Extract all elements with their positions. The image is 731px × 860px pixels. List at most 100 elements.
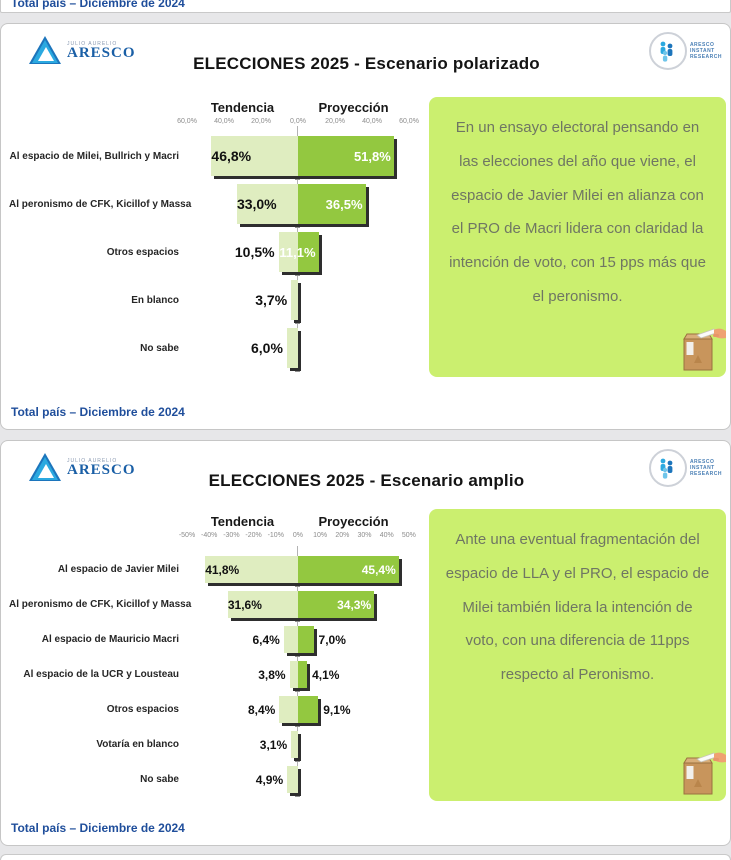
- bar-row: Votaría en blanco 3,1%: [9, 727, 413, 762]
- proyeccion-header: Proyección: [318, 100, 389, 115]
- aresco-logo: JULIO AURELIO ARESCO: [27, 34, 136, 66]
- bar-row: No sabe 6,0%: [9, 324, 413, 372]
- proyeccion-zone: 9,1%: [298, 696, 409, 723]
- diverging-bar-chart: Tendencia Proyección -50% -40% -30% -20%…: [9, 514, 416, 797]
- badge-text: ARESCO INSTANT RESEARCH: [690, 459, 722, 477]
- tendencia-bar: [211, 136, 298, 176]
- tendencia-value: 8,4%: [248, 702, 276, 717]
- proyeccion-zone: 11,1%: [279, 232, 409, 272]
- category-label: Al espacio de Mauricio Macri: [41, 634, 179, 645]
- category-label: Al espacio de la UCR y Lousteau: [23, 669, 179, 680]
- chart-title: ELECCIONES 2025 - Escenario polarizado: [193, 54, 540, 73]
- tendencia-bar: [236, 184, 298, 224]
- chart-rows: Al espacio de Javier Milei 41,8% 45,4% A…: [9, 546, 413, 797]
- proyeccion-bar: 45,4%: [298, 556, 399, 583]
- tendencia-zone: 3,8%: [187, 661, 298, 688]
- axis-tick-row: -50% -40% -30% -20% -10% 0% 10% 20% 30% …: [178, 532, 416, 539]
- tendencia-zone: 6,0%: [187, 328, 298, 368]
- tendencia-bar: [291, 731, 298, 758]
- badge-text: ARESCO INSTANT RESEARCH: [690, 42, 722, 60]
- category-label: No sabe: [140, 774, 179, 785]
- tendencia-zone: 41,8%: [187, 556, 298, 583]
- series-headers: Tendencia Proyección: [187, 514, 409, 532]
- axis-tick-row: 60,0% 40,0% 20,0% 0,0% 20,0% 40,0% 60,0%: [177, 118, 419, 125]
- badge-line: INSTANT: [689, 48, 715, 54]
- aresco-triangle-icon: [29, 36, 61, 64]
- commentary-box: Ante una eventual fragmentación del espa…: [429, 509, 726, 801]
- tendencia-value: 3,8%: [258, 667, 286, 682]
- tendencia-value: 33,0%: [236, 196, 277, 212]
- proyeccion-zone: 4,1%: [298, 661, 409, 688]
- commentary-box: En un ensayo electoral pensando en las e…: [429, 97, 726, 377]
- badge-line: ARESCO: [689, 42, 715, 48]
- proyeccion-value: 11,1%: [279, 244, 316, 260]
- proyeccion-zone: 45,4%: [298, 556, 409, 583]
- category-label: Al espacio de Milei, Bullrich y Macri: [9, 150, 180, 162]
- category-label: Otros espacios: [106, 246, 179, 258]
- footer-note: Total país – Diciembre de 2024: [11, 405, 185, 419]
- category-label: No sabe: [140, 342, 179, 354]
- category-label: Otros espacios: [106, 704, 179, 715]
- category-label: Al peronismo de CFK, Kicillof y Massa: [9, 198, 192, 210]
- proyeccion-bar: 36,5%: [298, 184, 366, 224]
- proyeccion-bar: 11,1%: [279, 232, 319, 272]
- badge-line: INSTANT: [689, 465, 715, 471]
- tendencia-zone: 3,1%: [187, 731, 298, 758]
- next-panel-edge: [0, 854, 731, 860]
- category-label: Votaría en blanco: [96, 739, 179, 750]
- proyeccion-value: 51,8%: [353, 148, 391, 164]
- proyeccion-value: 4,1%: [312, 667, 340, 682]
- bar-row: Otros espacios 8,4% 9,1%: [9, 692, 413, 727]
- tendencia-bar: [205, 556, 298, 583]
- tendencia-bar: [289, 661, 298, 688]
- tendencia-zone: 8,4%: [187, 696, 298, 723]
- tendencia-value: 31,6%: [227, 597, 262, 612]
- proyeccion-value: 34,3%: [337, 597, 372, 612]
- badge-line: RESEARCH: [689, 471, 722, 477]
- tendencia-bar: [227, 591, 298, 618]
- bar-row: No sabe 4,9%: [9, 762, 413, 797]
- tendencia-bar: [287, 766, 298, 793]
- proyeccion-value: 45,4%: [361, 562, 396, 577]
- proyeccion-header: Proyección: [318, 514, 389, 529]
- people-glyphs-icon: [660, 41, 673, 62]
- chart-rows: Al espacio de Milei, Bullrich y Macri 46…: [9, 126, 413, 372]
- ballot-box-icon: [683, 752, 726, 795]
- proyeccion-bar: [298, 661, 308, 688]
- tendencia-zone: 4,9%: [187, 766, 298, 793]
- tendencia-zone: 3,7%: [187, 280, 298, 320]
- commentary-text: Ante una eventual fragmentación del espa…: [445, 531, 710, 683]
- logo-subtitle: JULIO AURELIO: [67, 40, 118, 47]
- tendencia-value: 6,4%: [252, 632, 280, 647]
- proyeccion-bar: [298, 696, 319, 723]
- proyeccion-zone: [298, 280, 409, 320]
- aresco-logo-text: JULIO AURELIO ARESCO: [67, 40, 136, 61]
- bar-row: Al peronismo de CFK, Kicillof y Massa 31…: [9, 587, 413, 622]
- tendencia-value: 3,1%: [259, 737, 288, 752]
- diverging-bar-chart: Tendencia Proyección 60,0% 40,0% 20,0% 0…: [9, 100, 419, 372]
- bar-row: Otros espacios 10,5% 11,1%: [9, 228, 413, 276]
- badge-line: ARESCO: [689, 459, 715, 465]
- badge-line: RESEARCH: [689, 54, 722, 60]
- aresco-triangle-icon: [29, 453, 61, 481]
- chart-title: ELECCIONES 2025 - Escenario amplio: [208, 471, 525, 490]
- proyeccion-zone: 34,3%: [298, 591, 409, 618]
- people-icon: [648, 32, 687, 70]
- proyeccion-zone: [298, 766, 409, 793]
- tendencia-bar: [286, 328, 298, 368]
- tendencia-bar: [291, 280, 298, 320]
- category-label: Al peronismo de CFK, Kicillof y Massa: [9, 599, 192, 610]
- tendencia-zone: 31,6%: [187, 591, 298, 618]
- bar-row: Al espacio de Mauricio Macri 6,4% 7,0%: [9, 622, 413, 657]
- bar-row: Al espacio de Milei, Bullrich y Macri 46…: [9, 132, 413, 180]
- tendencia-bar: [283, 626, 298, 653]
- people-icon: [648, 449, 687, 487]
- bar-row: Al espacio de Javier Milei 41,8% 45,4%: [9, 552, 413, 587]
- ballot-box-icon: [683, 328, 726, 371]
- proyeccion-zone: [298, 731, 409, 758]
- bar-row: Al peronismo de CFK, Kicillof y Massa 33…: [9, 180, 413, 228]
- instant-research-badge: ARESCO INSTANT RESEARCH: [648, 32, 722, 70]
- proyeccion-zone: 36,5%: [298, 184, 409, 224]
- tendencia-value: 46,8%: [211, 148, 252, 164]
- instant-research-badge: ARESCO INSTANT RESEARCH: [648, 449, 722, 487]
